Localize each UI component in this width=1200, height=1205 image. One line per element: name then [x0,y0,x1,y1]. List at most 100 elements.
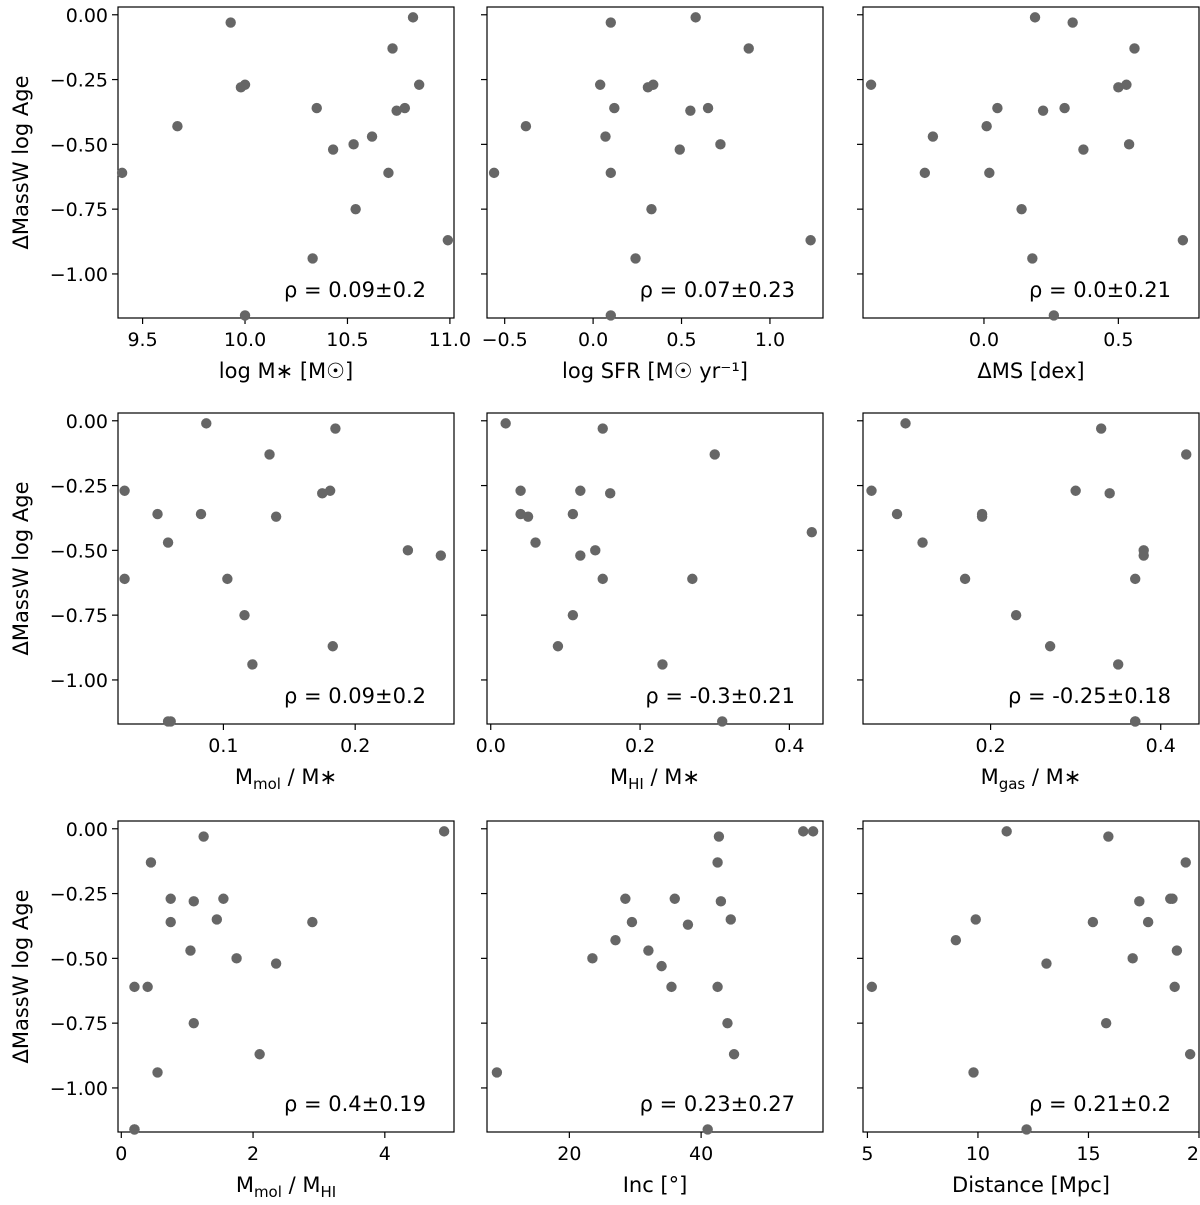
data-point [387,43,398,54]
data-point [1021,1124,1032,1135]
data-point [798,826,809,837]
data-point [552,641,564,652]
data-point [605,167,616,179]
data-point [218,893,229,904]
x-axis-label: Mgas​ / M∗ [981,765,1082,793]
correlation-annotation: ρ = -0.25±0.18 [1008,684,1171,708]
data-point [712,857,723,868]
data-point [1129,43,1140,54]
data-point [198,831,209,842]
x-tick-label: 20 [557,1143,581,1165]
data-point [976,511,988,522]
x-tick-label: 4 [379,1143,391,1165]
data-point [646,203,657,215]
y-tick-label: 0.00 [66,5,108,27]
y-tick-label: −0.50 [50,540,108,562]
x-tick-label: 11.0 [429,329,471,351]
data-point [1171,945,1183,956]
data-point [1087,916,1099,928]
data-point [435,550,447,561]
data-point [413,79,425,90]
data-point [605,488,616,499]
data-point [626,916,638,928]
x-tick-label: 0.0 [476,735,506,757]
data-point [366,131,378,142]
data-point [1121,79,1132,90]
data-point [1104,488,1115,499]
data-point [1044,641,1056,652]
panel-sfr: −0.5 0.0 0.5 1.0 log SFR [M☉ yr⁻¹] ρ = 0.07±0… [481,6,824,383]
data-point [725,914,736,925]
data-point [1113,82,1124,93]
data-point [992,102,1003,114]
data-point [1027,253,1038,264]
axes-frame [486,820,824,1133]
data-point [165,893,176,904]
data-point [567,609,579,621]
data-point [500,418,511,429]
data-point [1067,17,1078,28]
correlation-annotation: ρ = 0.0±0.21 [1029,278,1171,302]
data-point [713,831,725,842]
correlation-annotation: ρ = 0.07±0.23 [640,278,795,302]
x-tick-label: 2 [247,1143,259,1165]
data-point [399,102,411,114]
data-point [1180,857,1191,868]
y-axis-label: ΔMassW log Age [9,482,33,656]
data-point [805,235,816,246]
data-point [630,253,641,264]
data-point [709,449,720,460]
data-point [1048,310,1060,321]
data-point [1177,235,1189,246]
data-point [807,826,819,837]
x-tick-label: 10 [966,1143,990,1165]
data-point [866,485,877,496]
data-point [1112,659,1124,670]
panel-delta-ms: 0.0 0.5 ΔMS [dex] ρ = 0.0±0.21 [857,6,1200,383]
data-point [1078,144,1089,155]
data-point [1100,1017,1112,1029]
x-tick-label: 1.0 [755,329,785,351]
data-point [891,508,903,520]
x-tick-label: 0.2 [625,735,655,757]
panel-gas-fraction: 0.2 0.4 Mgas​ / M∗ ρ = -0.25±0.18 [857,412,1200,793]
y-axis-label: ΔMassW log Age [9,890,33,1064]
axes-frame [862,412,1200,725]
data-point [165,916,176,928]
data-point [968,1067,979,1078]
data-point [1010,609,1022,621]
data-point [254,1049,265,1060]
data-point [669,893,680,904]
x-tick-label: 0.5 [1103,329,1133,351]
data-point [1123,139,1135,150]
data-point [348,139,359,150]
data-point [201,418,212,429]
x-axis-label: log SFR [M☉ yr⁻¹] [562,359,748,383]
data-point [722,1017,733,1029]
data-point [981,121,992,132]
data-point [162,537,174,548]
y-tick-label: −0.25 [50,70,108,92]
data-point [1142,916,1154,928]
data-point [1169,981,1180,993]
data-point [152,508,163,520]
data-point [666,981,677,993]
data-point [1181,449,1192,460]
data-point [307,916,318,928]
data-point [324,485,336,496]
axes-frame [117,412,455,725]
panel-mol-to-hi: 0.00 −0.25 −0.50 −0.75 −1.00 0 2 4 Mmol​ / MHI​ Δ… [9,819,455,1201]
x-tick-label: 0.1 [208,735,238,757]
data-point [1138,550,1149,561]
data-point [317,488,328,499]
x-axis-label: log M∗ [M☉] [219,359,353,383]
x-tick-label: 40 [689,1143,713,1165]
data-point [1130,716,1141,727]
data-point [488,167,500,179]
data-point [728,1049,740,1060]
x-axis-label: ΔMS [dex] [977,359,1084,383]
data-point [1167,893,1178,904]
data-point [327,144,339,155]
data-point [307,253,318,264]
data-point [605,17,616,28]
